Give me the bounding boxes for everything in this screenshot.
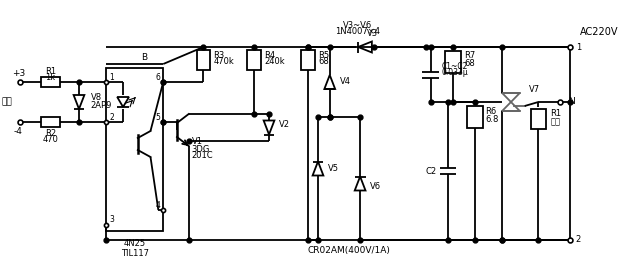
Text: R1: R1 <box>550 109 562 118</box>
Text: R6: R6 <box>486 107 497 116</box>
Text: 0.033μ: 0.033μ <box>441 68 468 77</box>
Text: R7: R7 <box>464 51 475 60</box>
Text: C2: C2 <box>426 166 436 175</box>
Text: C1~C2: C1~C2 <box>441 62 468 71</box>
Text: V4: V4 <box>339 77 351 86</box>
Text: 240k: 240k <box>264 58 285 67</box>
Text: R5: R5 <box>318 51 329 60</box>
Text: R2: R2 <box>45 129 56 138</box>
Text: V1: V1 <box>192 138 203 147</box>
Text: B: B <box>141 54 148 63</box>
Text: R4: R4 <box>264 51 275 60</box>
Text: 輸入: 輸入 <box>2 98 13 107</box>
Text: 3DG: 3DG <box>192 144 210 153</box>
Bar <box>41 77 60 87</box>
Text: V7: V7 <box>528 85 540 94</box>
Bar <box>41 117 60 127</box>
Text: CR02AM(400V/1A): CR02AM(400V/1A) <box>307 245 390 254</box>
Text: 3: 3 <box>110 215 114 224</box>
Text: V8: V8 <box>91 94 102 103</box>
Text: 1: 1 <box>110 73 114 82</box>
Text: 1N4007×4: 1N4007×4 <box>335 28 380 37</box>
Text: 470k: 470k <box>213 58 234 67</box>
Text: 2: 2 <box>575 236 581 245</box>
Text: 4N25
TIL117: 4N25 TIL117 <box>121 239 149 258</box>
Text: 1k: 1k <box>46 73 56 82</box>
Bar <box>467 106 483 128</box>
Text: V3: V3 <box>367 29 378 38</box>
Text: 4: 4 <box>155 201 160 210</box>
Text: 1: 1 <box>575 42 581 51</box>
Bar <box>445 51 461 73</box>
Text: R1: R1 <box>45 67 56 76</box>
Bar <box>197 50 210 70</box>
Text: V2: V2 <box>279 120 290 129</box>
Text: 201C: 201C <box>192 152 213 161</box>
Text: AC220V: AC220V <box>580 27 618 37</box>
Text: 2AP9: 2AP9 <box>91 101 112 111</box>
Text: 6: 6 <box>155 73 160 82</box>
Text: 2: 2 <box>110 113 114 121</box>
Text: 負載: 負載 <box>550 117 560 126</box>
Text: V3~V6: V3~V6 <box>342 20 372 29</box>
Text: +3: +3 <box>12 69 25 78</box>
Text: R3: R3 <box>213 51 225 60</box>
Bar <box>247 50 261 70</box>
Text: 68: 68 <box>464 60 475 68</box>
Bar <box>531 109 546 129</box>
Text: V6: V6 <box>370 182 381 191</box>
Bar <box>106 68 163 231</box>
Text: 5: 5 <box>155 113 160 121</box>
Text: 6.8: 6.8 <box>486 114 499 123</box>
Bar <box>301 50 315 70</box>
Text: N: N <box>568 98 575 107</box>
Text: V5: V5 <box>328 164 339 173</box>
Text: 470: 470 <box>43 135 58 144</box>
Text: -4: -4 <box>14 126 23 135</box>
Text: 68: 68 <box>318 58 329 67</box>
